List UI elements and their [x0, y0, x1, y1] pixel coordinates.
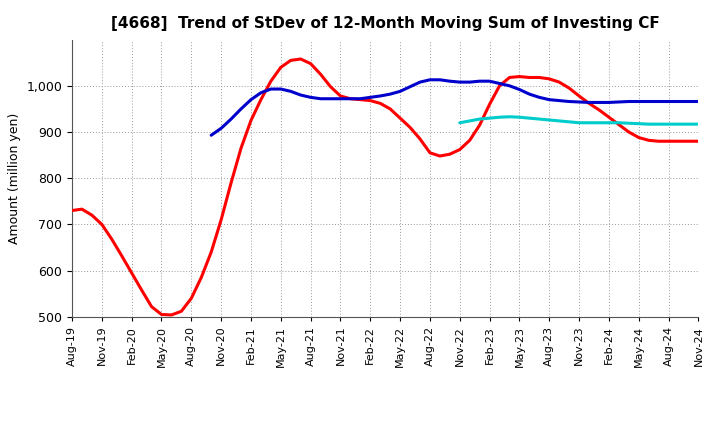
Title: [4668]  Trend of StDev of 12-Month Moving Sum of Investing CF: [4668] Trend of StDev of 12-Month Moving…: [111, 16, 660, 32]
Y-axis label: Amount (million yen): Amount (million yen): [8, 113, 21, 244]
